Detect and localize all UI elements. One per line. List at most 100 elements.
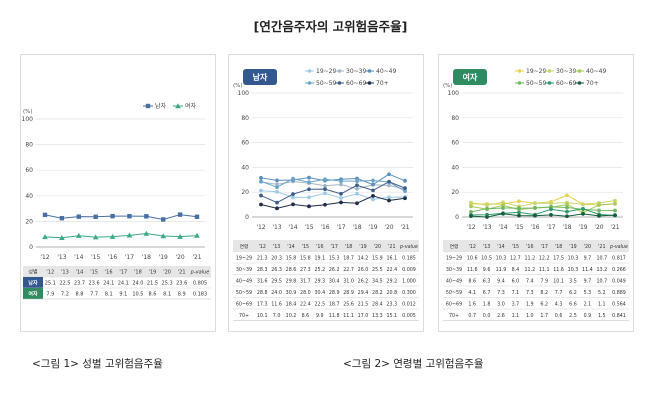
- table-cell: 1.0: [526, 313, 534, 319]
- data-point: [371, 194, 375, 198]
- table-row-label: 40~49: [446, 278, 462, 284]
- legend-marker: [547, 69, 552, 73]
- legend-label: 60~69: [346, 80, 366, 87]
- x-tick-label: '16: [320, 224, 329, 231]
- table-header-cell: '17: [330, 244, 337, 250]
- table-cell: 11.2: [524, 267, 535, 273]
- table-header-cell: '19: [149, 270, 157, 276]
- table-cell: 2.6: [497, 313, 505, 319]
- table-cell: 11.1: [539, 267, 550, 273]
- table-cell: 9.1: [119, 292, 127, 298]
- table-header-cell: '12: [46, 270, 54, 276]
- data-point: [355, 191, 359, 196]
- table-cell: 25.5: [372, 267, 383, 273]
- data-point: [565, 202, 569, 207]
- data-point: [323, 191, 327, 196]
- table-row-label: 70+: [449, 313, 459, 319]
- series-line: [470, 206, 616, 213]
- table-cell: 20.8: [386, 290, 397, 296]
- table-cell: 8.8: [76, 292, 84, 298]
- legend-label: 19~29: [526, 68, 546, 75]
- table-cell: 28.0: [300, 290, 311, 296]
- table-cell: 10.6: [467, 255, 478, 261]
- series-line: [260, 195, 406, 209]
- legend-marker: [577, 81, 582, 85]
- table-cell: 15.3: [329, 255, 340, 261]
- table-cell: 0.9: [584, 313, 592, 319]
- table-cell: 0.817: [612, 255, 626, 261]
- table-cell: 18.7: [343, 255, 354, 261]
- x-tick-label: '13: [272, 224, 281, 231]
- table-cell: 1.1: [598, 301, 606, 307]
- y-axis-label: (%): [233, 83, 243, 89]
- table-cell: 8.9: [178, 292, 186, 298]
- table-cell: 22.4: [300, 301, 311, 307]
- legend-label: 30~39: [346, 68, 366, 75]
- legend-label: 19~29: [316, 68, 336, 75]
- data-point: [160, 233, 167, 239]
- table-cell: 10.5: [132, 292, 143, 298]
- data-point: [565, 193, 569, 198]
- table-cell: 25.1: [45, 281, 56, 287]
- table-row-label: 19~29: [236, 255, 252, 261]
- table-cell: 0.049: [612, 278, 626, 284]
- data-point: [259, 202, 263, 207]
- table-cell: 6.7: [483, 290, 491, 296]
- data-point: [613, 201, 617, 206]
- legend-marker: [367, 81, 372, 85]
- table-header-cell: '20: [163, 270, 171, 276]
- data-point: [110, 213, 115, 219]
- data-point: [403, 178, 407, 183]
- table-cell: 21.3: [257, 255, 268, 261]
- data-point: [275, 200, 279, 205]
- table-cell: 23.3: [386, 301, 397, 307]
- y-tick-label: 40: [241, 164, 249, 171]
- series-line: [260, 181, 406, 190]
- data-point: [259, 193, 263, 198]
- x-tick-label: '20: [175, 254, 184, 261]
- series-line: [44, 214, 198, 220]
- table-cell: 8.1: [105, 292, 113, 298]
- table-cell: 10.1: [553, 278, 564, 284]
- table-header-bg: [233, 240, 419, 252]
- table-cell: 29.5: [271, 278, 282, 284]
- table-header-cell: '19: [359, 244, 366, 250]
- legend-marker: [145, 103, 151, 109]
- data-point: [565, 214, 569, 219]
- table-cell: 24.0: [271, 290, 282, 296]
- sex-chart-svg: 남자 여자(%)020406080100'12'13'14'15'16'17'18…: [22, 102, 211, 300]
- series-line: [470, 208, 616, 217]
- table-cell: 1.6: [468, 301, 476, 307]
- x-tick-label: '17: [546, 224, 555, 231]
- data-point: [291, 192, 295, 197]
- series-line: [470, 200, 616, 208]
- data-point: [275, 182, 279, 187]
- y-tick-label: 60: [451, 140, 459, 147]
- y-tick-label: 100: [448, 90, 460, 97]
- table-header-cell: '12: [258, 244, 265, 250]
- x-tick-label: '14: [288, 224, 297, 231]
- y-tick-label: 100: [22, 116, 34, 123]
- table-cell: 10.1: [257, 313, 268, 319]
- y-tick-label: 0: [245, 214, 249, 221]
- table-header-cell: '17: [119, 270, 127, 276]
- table-cell: 26.2: [358, 278, 369, 284]
- table-cell: 10.3: [496, 255, 507, 261]
- table-cell: 10.2: [286, 313, 297, 319]
- male-age-chart-svg: 남자 19~29 30~39 40~49 50~59 60~69 70+ (%) 0 20 40 60…: [233, 68, 419, 321]
- legend-label: 60~69: [556, 80, 576, 87]
- table-cell: 0.841: [612, 313, 626, 319]
- table-row-label: 50~59: [236, 290, 252, 296]
- y-tick-label: 20: [25, 218, 33, 225]
- y-tick-label: 60: [241, 140, 249, 147]
- table-header-cell: '16: [105, 270, 113, 276]
- table-header-bg: [443, 240, 629, 252]
- data-point: [485, 206, 489, 211]
- table-cell: 11.8: [329, 313, 340, 319]
- chart-panel-male-age: 남자 19~29 30~39 40~49 50~59 60~69 70+ (%) 0 20 40 60…: [228, 54, 424, 332]
- table-row-label: 30~39: [446, 267, 462, 273]
- data-point: [194, 214, 200, 219]
- data-point: [387, 179, 391, 184]
- table-cell: 0.005: [402, 313, 416, 319]
- panel-badge: [243, 69, 277, 85]
